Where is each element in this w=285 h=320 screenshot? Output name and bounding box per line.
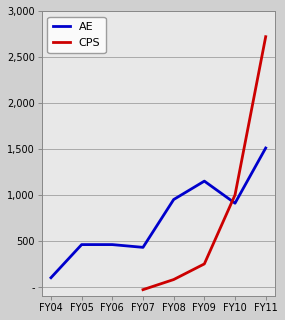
CPS	[172, 278, 175, 282]
AE	[203, 179, 206, 183]
AE	[111, 243, 114, 246]
CPS	[141, 288, 145, 292]
AE	[172, 198, 175, 202]
AE	[264, 146, 267, 150]
CPS	[233, 193, 237, 197]
AE	[49, 276, 53, 280]
AE	[141, 245, 145, 249]
CPS	[264, 35, 267, 39]
AE	[233, 201, 237, 205]
CPS	[203, 262, 206, 266]
Legend: AE, CPS: AE, CPS	[47, 17, 106, 53]
Line: AE: AE	[51, 148, 266, 278]
Line: CPS: CPS	[143, 37, 266, 290]
AE	[80, 243, 83, 246]
